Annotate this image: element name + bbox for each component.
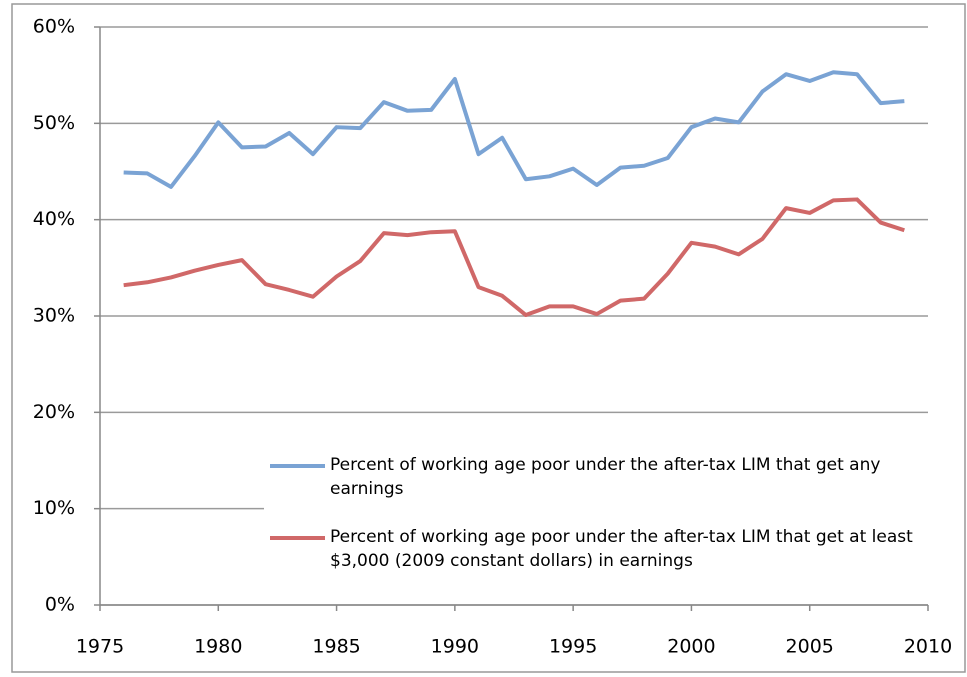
x-tick-label: 1990 — [431, 636, 479, 658]
y-tick-label: 50% — [33, 112, 75, 134]
x-tick-label: 1995 — [549, 636, 597, 658]
series-line — [123, 70, 905, 189]
y-tick-label: 0% — [45, 594, 75, 616]
legend-entry: Percent of working age poor under the af… — [330, 455, 881, 499]
y-tick-label: 10% — [33, 497, 75, 519]
legend-label: Percent of working age poor under the af… — [330, 527, 913, 571]
series-line — [123, 197, 905, 318]
x-tick-label: 1975 — [76, 636, 124, 658]
x-tick-label: 1985 — [312, 636, 360, 658]
y-tick-label: 60% — [33, 16, 75, 38]
x-tick-label: 1980 — [194, 636, 242, 658]
legend-entry: Percent of working age poor under the af… — [330, 527, 913, 571]
y-tick-label: 20% — [33, 401, 75, 423]
x-tick-label: 2000 — [667, 636, 715, 658]
x-tick-label: 2010 — [904, 636, 952, 658]
y-tick-label: 30% — [33, 305, 75, 327]
legend-box — [264, 438, 928, 603]
y-tick-label: 40% — [33, 208, 75, 230]
legend-label: Percent of working age poor under the af… — [330, 455, 881, 499]
x-tick-label: 2005 — [786, 636, 834, 658]
